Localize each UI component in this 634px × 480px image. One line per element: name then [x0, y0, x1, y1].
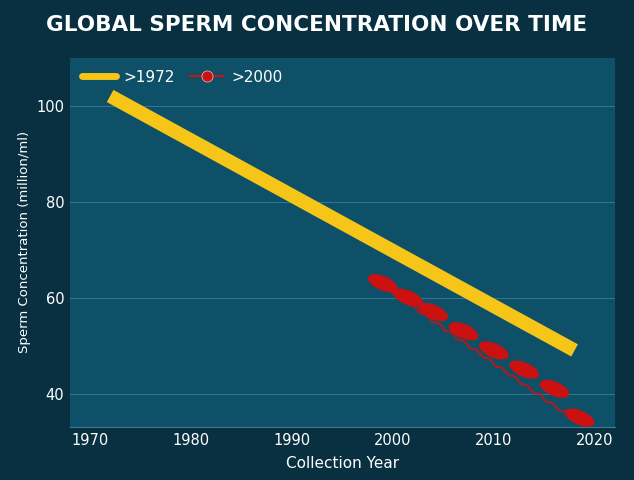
Ellipse shape	[480, 342, 508, 359]
Text: GLOBAL SPERM CONCENTRATION OVER TIME: GLOBAL SPERM CONCENTRATION OVER TIME	[46, 15, 588, 35]
Y-axis label: Sperm Concentration (million/ml): Sperm Concentration (million/ml)	[18, 132, 30, 353]
Ellipse shape	[540, 381, 569, 397]
Ellipse shape	[394, 289, 422, 306]
Ellipse shape	[566, 409, 593, 426]
Ellipse shape	[419, 304, 448, 320]
X-axis label: Collection Year: Collection Year	[286, 456, 399, 471]
Ellipse shape	[510, 361, 538, 378]
Legend: >1972, >2000: >1972, >2000	[77, 65, 287, 89]
Ellipse shape	[369, 275, 397, 291]
Ellipse shape	[450, 323, 477, 339]
